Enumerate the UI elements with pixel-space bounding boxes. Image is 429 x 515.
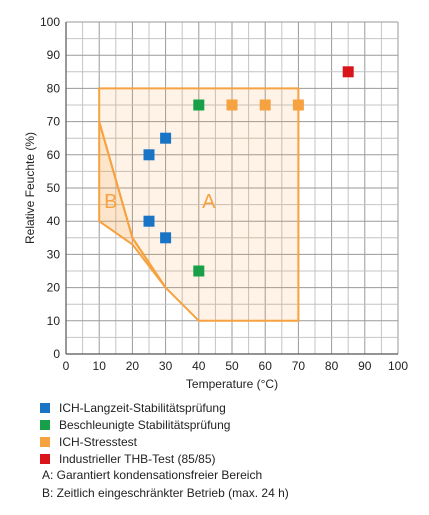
y-tick-label: 100 [40, 15, 60, 29]
region-a-label: A [202, 191, 216, 213]
x-axis-label: Temperature (°C) [186, 377, 278, 391]
legend-label: ICH-Stresstest [59, 434, 138, 449]
note-a: A: Garantiert kondensationsfreier Bereic… [42, 468, 263, 482]
region-b-label: B [104, 191, 117, 213]
region-b [98, 121, 167, 289]
y-tick-label: 30 [47, 247, 61, 261]
data-point-series-0 [143, 149, 155, 161]
x-tick-label: 100 [388, 359, 408, 373]
grid [65, 21, 399, 355]
data-points [143, 66, 354, 277]
note-b: B: Zeitlich eingeschränkter Betrieb (max… [42, 486, 289, 500]
x-tick-label: 0 [63, 359, 70, 373]
x-tick-label: 10 [93, 359, 107, 373]
data-point-series-0 [160, 232, 172, 244]
x-tick-label: 40 [192, 359, 206, 373]
y-tick-label: 70 [47, 115, 61, 129]
tick-labels: 0 10 20 30 40 50 60 70 80 90 100 0 10 20 30 40 50 60 70 80 9… [40, 15, 408, 373]
legend-label: Industrieller THB-Test (85/85) [59, 451, 216, 466]
chart: AB 0 10 20 30 40 50 60 70 80 90 100010203040506070… [23, 15, 408, 391]
y-tick-label: 0 [53, 347, 60, 361]
legend-label: Beschleunigte Stabilitätsprüfung [59, 417, 231, 432]
data-point-series-3 [342, 66, 354, 78]
legend-swatch-0 [40, 402, 50, 413]
legend-swatch-3 [40, 453, 50, 464]
x-tick-label: 60 [259, 359, 273, 373]
y-tick-label: 60 [47, 148, 61, 162]
data-point-series-0 [160, 132, 172, 144]
y-tick-label: 20 [47, 281, 61, 295]
region-a [98, 87, 300, 322]
legend-swatch-2 [40, 436, 50, 447]
y-tick-label: 10 [47, 314, 61, 328]
legend-swatch-1 [40, 419, 50, 430]
y-axis-label: Relative Feuchte (%) [23, 132, 37, 244]
regions: AB [98, 87, 300, 322]
data-point-series-2 [292, 99, 304, 111]
data-point-series-0 [143, 215, 155, 227]
legend-item: ICH-Langzeit-Stabilitätsprüfung [40, 399, 230, 416]
y-tick-label: 80 [47, 81, 61, 95]
y-tick-label: 90 [47, 48, 61, 62]
data-point-series-2 [226, 99, 238, 111]
y-tick-label: 40 [47, 214, 61, 228]
data-point-series-1 [193, 265, 205, 277]
x-tick-label: 30 [159, 359, 173, 373]
legend-item: Beschleunigte Stabilitätsprüfung [40, 416, 230, 433]
region-notes: A: Garantiert kondensationsfreier Bereic… [42, 466, 289, 502]
data-point-series-1 [193, 99, 205, 111]
x-tick-label: 50 [225, 359, 239, 373]
axes [65, 22, 398, 355]
x-tick-label: 70 [292, 359, 306, 373]
legend-item: ICH-Stresstest [40, 433, 230, 450]
legend-label: ICH-Langzeit-Stabilitätsprüfung [59, 400, 226, 415]
data-point-series-2 [259, 99, 271, 111]
x-tick-label: 80 [325, 359, 339, 373]
x-tick-label: 90 [358, 359, 372, 373]
x-tick-label: 20 [126, 359, 140, 373]
y-tick-label: 50 [47, 181, 61, 195]
legend: ICH-Langzeit-Stabilitätsprüfung Beschleu… [40, 399, 230, 467]
legend-item: Industrieller THB-Test (85/85) [40, 450, 230, 467]
